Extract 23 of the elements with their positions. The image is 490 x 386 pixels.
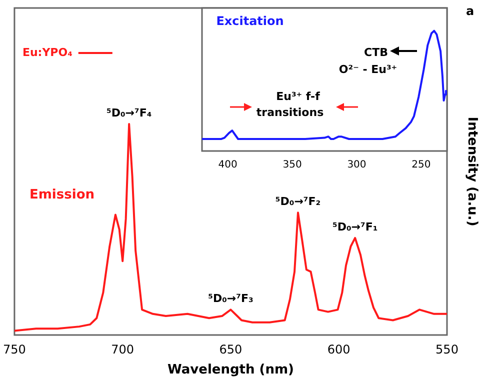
annotation: Eu³⁺ f-f [276,90,320,103]
annotation: transitions [256,106,324,119]
text: a [466,4,474,18]
x-tick-label: 600 [327,342,350,356]
y-axis-title: Intensity (a.u.) [464,116,480,226]
x-tick-label: 350 [282,160,302,171]
text: Excitation [216,14,284,28]
legend-label: Eu:YPO₄ [22,46,73,59]
annotation: O²⁻ - Eu³⁺ [338,62,398,76]
x-tick-label: 750 [3,342,26,356]
annotation: ⁵D₀→⁷F₁ [332,220,378,234]
x-tick-label: 300 [347,160,366,171]
x-tick-label: 550 [436,342,458,356]
annotation: ⁵D₀→⁷F₂ [275,195,321,208]
x-axis-title: Wavelength (nm) [168,362,294,378]
x-tick-label: 250 [412,160,431,171]
annotation: Emission [30,187,94,202]
annotation: ⁵D₀→⁷F₃ [208,292,254,306]
annotation: ⁵D₀→⁷F₄ [106,106,152,120]
x-tick-label: 400 [218,160,238,171]
annotation: CTB [364,46,388,59]
x-tick-label: 650 [219,342,242,356]
x-tick-label: 700 [111,342,134,356]
